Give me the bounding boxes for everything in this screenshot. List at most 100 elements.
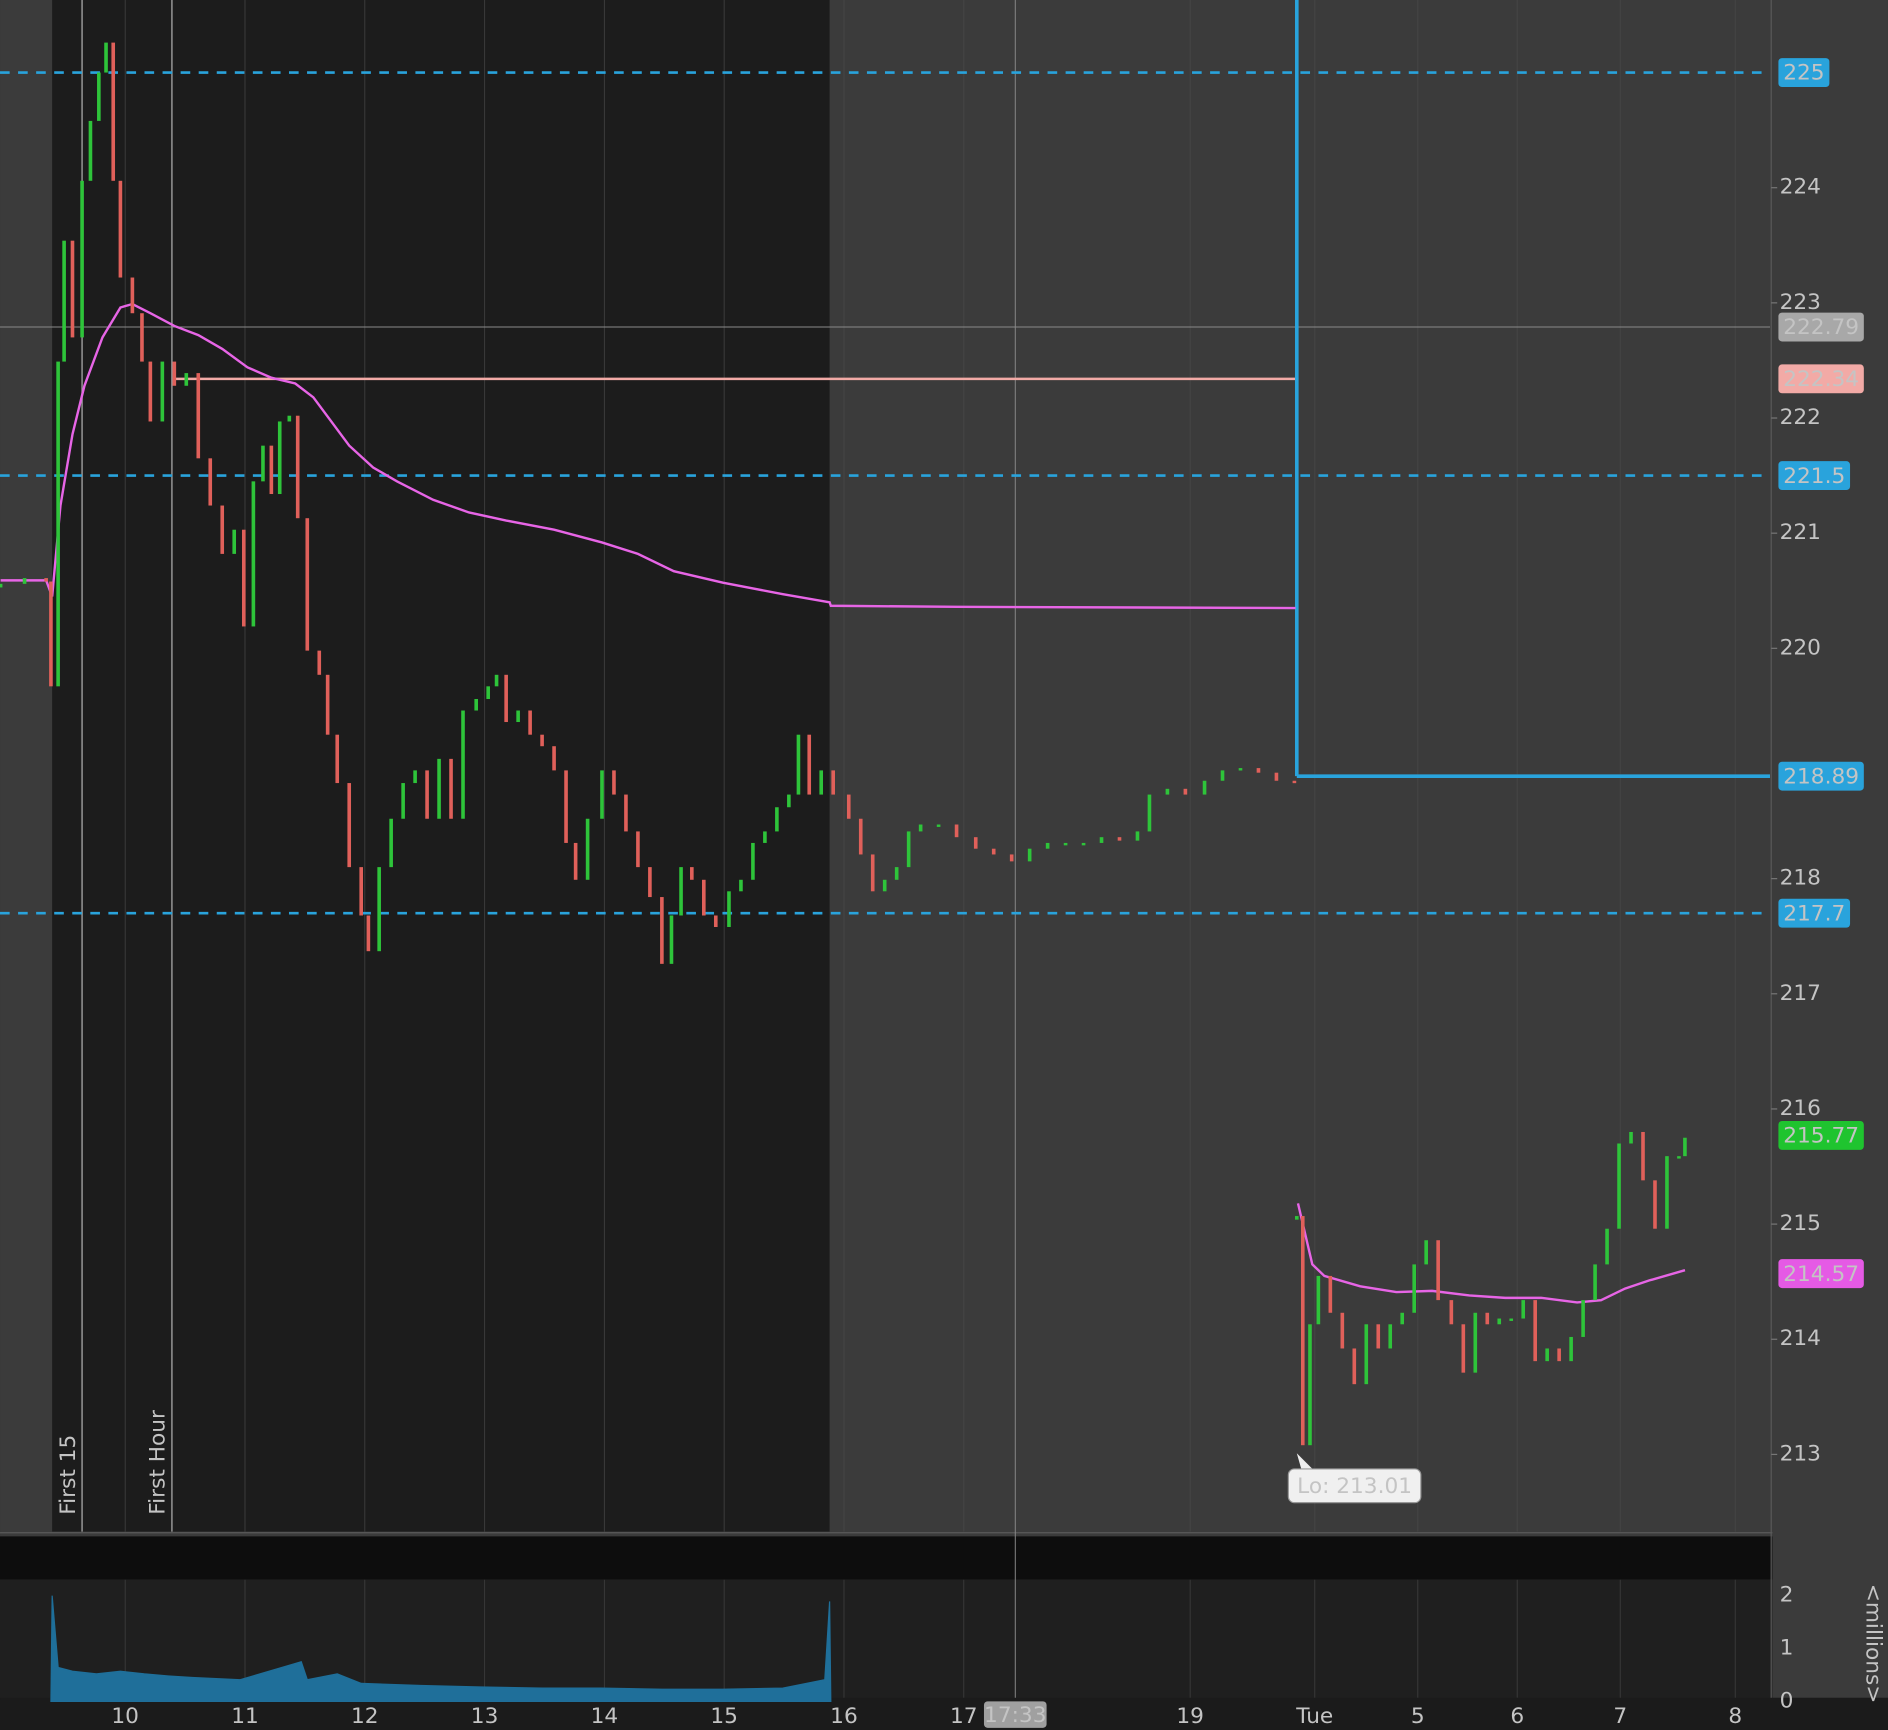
price-candle: [1220, 770, 1225, 781]
price-candle: [796, 734, 801, 795]
price-label: 225: [1778, 58, 1830, 87]
price-candle: [0, 583, 3, 588]
price-label-box: [1778, 898, 1851, 928]
price-candle: [130, 277, 135, 314]
x-tick-label: 6: [1510, 1704, 1524, 1729]
price-candle: [739, 879, 743, 892]
price-candle: [1485, 1312, 1490, 1325]
price-label-box: [1778, 461, 1851, 491]
price-candle: [648, 867, 652, 898]
price-candle: [461, 710, 465, 819]
y-tick-label: 216: [1780, 1096, 1821, 1121]
price-candle: [347, 783, 352, 868]
price-candle: [1557, 1348, 1561, 1362]
price-candle: [573, 842, 578, 880]
price-label-text: 222.79: [1783, 315, 1859, 340]
y-tick-label: 224: [1780, 175, 1821, 200]
price-candle: [1340, 1312, 1345, 1349]
x-tick-label: 13: [471, 1704, 499, 1729]
volume-area: [50, 1595, 832, 1702]
price-candle: [1063, 842, 1068, 846]
price-candle: [669, 915, 674, 964]
price-candle: [679, 867, 683, 916]
x-tick-label: 7: [1613, 1704, 1627, 1729]
y-tick-label: 221: [1780, 520, 1821, 545]
price-candle: [1400, 1312, 1405, 1325]
y-tick-label: 1: [1780, 1635, 1794, 1660]
price-candle: [241, 529, 246, 627]
price-label-text: 215.77: [1783, 1124, 1859, 1149]
price-candle: [713, 915, 718, 928]
price-candle: [335, 734, 340, 784]
price-candle: [936, 824, 941, 827]
price-candle: [1099, 837, 1104, 843]
price-candle: [1081, 842, 1086, 846]
price-candle: [97, 72, 101, 121]
separator-band: [0, 1536, 1773, 1580]
price-candle: [624, 794, 628, 832]
y-axis-label: <millions>: [1860, 1584, 1885, 1704]
y-tick-label: 215: [1780, 1211, 1821, 1236]
x-tick-label: 14: [591, 1704, 619, 1729]
price-candle: [787, 794, 791, 808]
price-candle: [317, 650, 322, 675]
price-candle: [1183, 788, 1188, 795]
price-candle: [401, 783, 405, 819]
price-label-text: 221.5: [1783, 464, 1845, 489]
price-candle: [1653, 1180, 1657, 1229]
price-candle: [1641, 1131, 1645, 1181]
price-candle: [359, 867, 364, 916]
marker-label: First Hour: [146, 1410, 171, 1515]
price-label-text: 214.57: [1783, 1262, 1859, 1287]
price-label: 217.7: [1778, 898, 1851, 928]
price-candle: [1677, 1156, 1681, 1159]
price-candle: [140, 313, 144, 362]
y-tick-label: 220: [1780, 635, 1821, 660]
price-candle: [269, 445, 274, 495]
price-candle: [1424, 1240, 1428, 1265]
price-candle: [49, 581, 53, 687]
price-label-text: 222.34: [1783, 367, 1859, 392]
x-tick-label: 10: [111, 1704, 139, 1729]
price-candle: [389, 818, 393, 868]
price-label-box: [1778, 1120, 1864, 1150]
price-candle: [702, 879, 706, 916]
price-label: 222.34: [1778, 364, 1864, 394]
price-candle: [807, 734, 812, 795]
price-label-box: [1778, 761, 1864, 791]
price-candle: [494, 674, 499, 687]
price-candle: [251, 481, 256, 627]
price-candle: [906, 831, 911, 868]
price-candle: [1605, 1228, 1609, 1265]
y-tick-label: 0: [1780, 1688, 1794, 1713]
price-candle: [413, 770, 417, 784]
price-candle: [1593, 1264, 1597, 1301]
price-candle: [504, 674, 508, 723]
price-candle: [56, 361, 60, 687]
price-candle: [425, 770, 429, 819]
price-candle: [449, 758, 453, 819]
price-candle: [1683, 1137, 1687, 1157]
price-candle: [261, 445, 265, 482]
price-candle: [1117, 837, 1122, 841]
price-candle: [1521, 1300, 1526, 1319]
price-candle: [882, 879, 887, 892]
price-candle: [325, 674, 330, 735]
price-candle: [564, 770, 568, 843]
price-candle: [287, 415, 292, 422]
price-label: 218.89: [1778, 761, 1864, 791]
price-candle: [973, 837, 978, 849]
price-candle: [991, 848, 996, 855]
price-candle: [1665, 1156, 1669, 1229]
price-candle: [1274, 772, 1279, 781]
price-candle: [612, 770, 616, 795]
price-candle: [1461, 1324, 1466, 1373]
price-candle: [858, 818, 863, 855]
price-candle: [1238, 768, 1243, 771]
price-candle: [1045, 842, 1050, 849]
price-candle: [516, 710, 520, 723]
price-candle: [751, 842, 755, 880]
price-candle: [954, 824, 959, 838]
y-tick-label: 217: [1780, 981, 1821, 1006]
price-candle: [1629, 1131, 1633, 1144]
